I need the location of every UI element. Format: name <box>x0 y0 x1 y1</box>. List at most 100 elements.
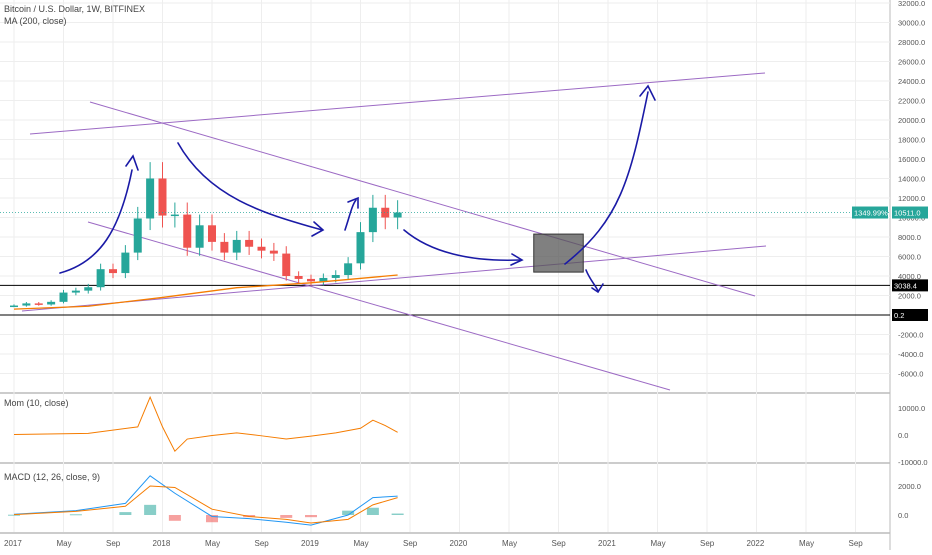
annotation-arrow <box>591 283 604 294</box>
y-tick-label: 28000.0 <box>898 38 925 47</box>
x-tick-label: Sep <box>106 539 121 548</box>
macd-histogram-bar <box>342 510 355 515</box>
y-tick-label: 6000.0 <box>898 253 921 262</box>
candle-body <box>133 218 142 253</box>
candle-body <box>121 252 130 274</box>
zero-badge-text: 0.2 <box>894 311 904 320</box>
candle-body <box>47 301 56 305</box>
y-tick-label: 12000.0 <box>898 194 925 203</box>
y-tick-label: -6000.0 <box>898 370 923 379</box>
annotation-arrow <box>564 91 649 265</box>
y-tick-label: 32000.0 <box>898 0 925 8</box>
price-badge-text: 10511.0 <box>894 209 921 218</box>
x-tick-label: May <box>354 539 369 548</box>
percent-badge-text: 1349.99% <box>854 209 888 218</box>
candle-body <box>158 178 167 216</box>
support-badge-text: 3038.4 <box>894 281 917 290</box>
candle-body <box>257 246 266 251</box>
x-tick-label: 2019 <box>301 539 319 548</box>
candle-body <box>22 303 31 306</box>
y-tick-label: 18000.0 <box>898 136 925 145</box>
x-tick-label: 2018 <box>153 539 171 548</box>
candle-body <box>381 207 390 218</box>
annotation-arrow <box>347 196 359 209</box>
candle-body <box>393 212 402 218</box>
y-tick-label: 24000.0 <box>898 77 925 86</box>
macd-histogram-bar <box>8 514 20 516</box>
candle-body <box>208 225 216 242</box>
mom-tick-label: -10000.0 <box>898 458 928 467</box>
candle-body <box>96 269 105 288</box>
annotation-arrow <box>125 154 139 171</box>
annotation-arrow <box>311 221 325 237</box>
annotation-arrow <box>59 169 133 274</box>
candle-body <box>368 207 377 233</box>
annotation-arrow <box>177 142 323 231</box>
y-tick-label: 14000.0 <box>898 175 925 184</box>
macd-histogram-bar <box>119 512 132 515</box>
signal-line <box>13 485 398 524</box>
percent-badge <box>852 206 888 219</box>
support-badge <box>892 279 928 292</box>
y-tick-label: 16000.0 <box>898 155 925 164</box>
candle-body <box>84 287 93 291</box>
candle-body <box>183 214 192 248</box>
projection-zone <box>533 233 584 273</box>
trendline <box>29 72 766 135</box>
candle-body <box>220 241 229 253</box>
chart-title: Bitcoin / U.S. Dollar, 1W, BITFINEX <box>4 4 146 14</box>
candle-body <box>109 269 117 274</box>
zero-badge <box>892 308 928 321</box>
candle-body <box>307 278 315 282</box>
x-tick-label: May <box>651 539 666 548</box>
candle-body <box>245 239 254 247</box>
annotation-arrow <box>403 229 521 262</box>
candle-body <box>282 253 291 276</box>
trendline <box>21 245 767 312</box>
momentum-legend: Mom (10, close) <box>4 398 69 408</box>
candle-body <box>356 232 365 264</box>
y-tick-label: 26000.0 <box>898 58 925 67</box>
x-tick-label: Sep <box>700 539 715 548</box>
x-tick-label: 2020 <box>450 539 468 548</box>
candle-body <box>146 178 155 219</box>
y-tick-label: 30000.0 <box>898 19 925 28</box>
macd-legend: MACD (12, 26, close, 9) <box>4 472 101 482</box>
y-tick-label: -2000.0 <box>898 331 923 340</box>
annotation-arrow <box>510 253 524 266</box>
macd-tick-label: 0.0 <box>898 511 908 520</box>
candle-body <box>344 263 353 276</box>
x-tick-label: 2022 <box>747 539 765 548</box>
x-tick-label: 2017 <box>4 539 22 548</box>
candle-body <box>269 250 278 254</box>
candle-body <box>34 303 43 305</box>
macd-tick-label: 2000.0 <box>898 482 921 491</box>
macd-histogram-bar <box>69 514 82 516</box>
trendline <box>87 221 671 391</box>
annotation-arrow <box>639 84 656 101</box>
x-tick-label: Sep <box>552 539 567 548</box>
x-tick-label: 2021 <box>598 539 616 548</box>
mom-tick-label: 0.0 <box>898 431 908 440</box>
macd-histogram-bar <box>168 515 181 521</box>
momentum-line <box>13 395 398 453</box>
candle-body <box>170 214 179 217</box>
y-tick-label: 4000.0 <box>898 272 921 281</box>
price-badge <box>892 206 928 219</box>
annotation-arrow <box>344 199 357 231</box>
x-tick-label: Sep <box>403 539 418 548</box>
mom-tick-label: 10000.0 <box>898 404 925 413</box>
y-tick-label: 22000.0 <box>898 97 925 106</box>
macd-histogram-bar <box>206 515 218 523</box>
y-tick-label: 20000.0 <box>898 116 925 125</box>
ma-legend: MA (200, close) <box>4 16 67 26</box>
candle-body <box>71 290 80 293</box>
x-tick-label: May <box>57 539 72 548</box>
x-tick-label: May <box>502 539 517 548</box>
macd-histogram-bar <box>305 515 317 518</box>
candle-body <box>232 239 241 253</box>
macd-line <box>13 475 398 526</box>
y-tick-label: 8000.0 <box>898 233 921 242</box>
